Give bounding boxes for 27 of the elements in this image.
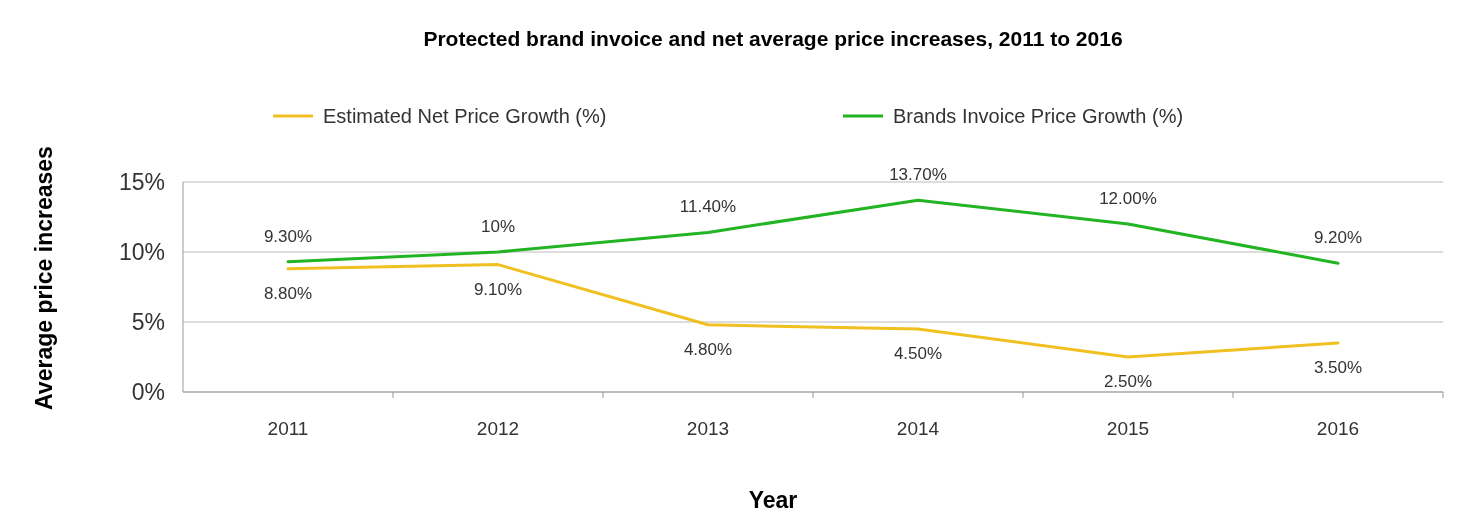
data-label: 8.80%: [263, 283, 313, 303]
y-tick-label: 0%: [131, 379, 165, 405]
y-tick-label: 10%: [118, 239, 165, 265]
data-label: 9.30%: [263, 226, 313, 246]
data-label: 13.70%: [889, 165, 947, 185]
x-tick-label: 2011: [267, 418, 309, 439]
data-label: 2.50%: [1103, 372, 1153, 391]
x-tick-label: 2015: [1106, 418, 1150, 439]
data-label: 10%: [480, 217, 516, 236]
x-tick-label: 2013: [686, 418, 730, 439]
data-label: 9.20%: [1313, 228, 1363, 248]
data-label: 4.50%: [893, 344, 943, 363]
chart-title: Protected brand invoice and net average price increases, 2011 to 2016: [423, 27, 1123, 50]
x-axis-title: Year: [748, 487, 798, 513]
data-label: 9.10%: [473, 279, 523, 299]
data-label: 11.40%: [679, 197, 737, 217]
x-tick-label: 2016: [1316, 418, 1360, 439]
x-tick-label: 2012: [476, 418, 520, 439]
legend-label: Brands Invoice Price Growth (%): [893, 105, 1184, 127]
data-label: 3.50%: [1313, 358, 1363, 377]
data-label: 12.00%: [1099, 189, 1157, 208]
y-tick-label: 15%: [118, 169, 165, 195]
y-axis-title: Average price increases: [31, 146, 57, 410]
legend-label: Estimated Net Price Growth (%): [323, 105, 607, 127]
data-label: 4.80%: [683, 339, 733, 359]
x-tick-label: 2014: [896, 418, 940, 439]
y-tick-label: 5%: [131, 309, 165, 335]
